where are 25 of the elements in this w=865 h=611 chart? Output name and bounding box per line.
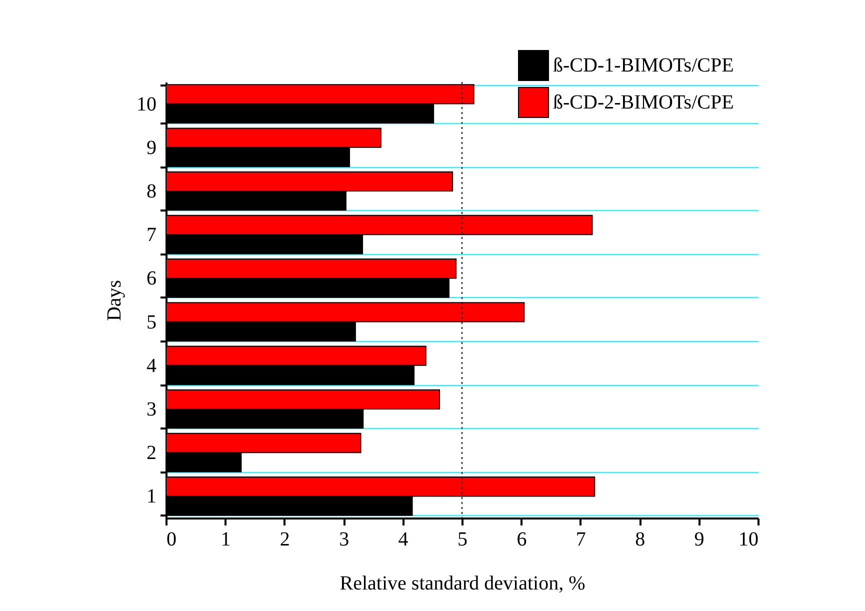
x-tick-label: 1: [220, 528, 231, 550]
x-tick-label: 5: [458, 528, 468, 550]
x-tick-label: 4: [398, 528, 408, 550]
legend-label: ß-CD-2-BIMOTs/CPE: [553, 92, 734, 114]
y-tick-label: 2: [146, 442, 156, 464]
y-tick-label: 6: [146, 268, 156, 290]
x-tick-label: 2: [280, 528, 290, 550]
y-tick-label: 10: [136, 93, 156, 116]
y-tick-label: 4: [146, 354, 156, 377]
x-tick-label: 8: [635, 528, 646, 550]
y-tick-label: 1: [146, 486, 156, 508]
y-tick-label: 5: [146, 311, 156, 334]
y-tick-label: 3: [146, 398, 156, 420]
x-tick-label: 3: [339, 528, 350, 550]
y-axis-title: Days: [104, 280, 126, 322]
x-tick-label: 6: [516, 528, 527, 550]
legend-label: ß-CD-1-BIMOTs/CPE: [553, 54, 734, 76]
y-tick-label: 8: [146, 180, 156, 202]
x-tick-label: 7: [576, 528, 586, 550]
y-tick-label: 9: [146, 136, 156, 159]
x-tick-label: 9: [694, 528, 704, 550]
y-tick-label: 7: [146, 224, 156, 246]
x-tick-label: 10: [738, 528, 758, 550]
x-tick-label: 0: [166, 528, 176, 550]
x-axis-title: Relative standard deviation, %: [340, 572, 586, 594]
